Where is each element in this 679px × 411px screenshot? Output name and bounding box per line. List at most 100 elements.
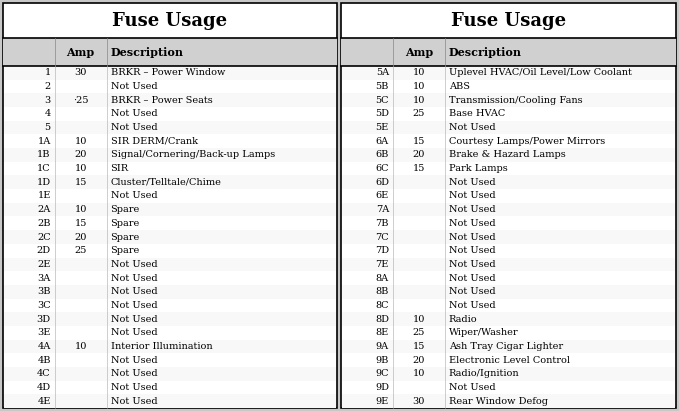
Text: Rear Window Defog: Rear Window Defog (449, 397, 548, 406)
Bar (4, 326, 336, 339)
Bar (342, 93, 675, 107)
Text: ·25: ·25 (73, 96, 88, 105)
Text: 5D: 5D (375, 109, 389, 118)
Text: Not Used: Not Used (111, 287, 157, 296)
Bar (3, 38, 337, 66)
Text: Fuse Usage: Fuse Usage (113, 12, 227, 30)
Bar (4, 175, 336, 189)
Text: Not Used: Not Used (449, 219, 496, 228)
Text: 10: 10 (413, 68, 425, 77)
Text: 10: 10 (75, 137, 87, 146)
Bar (3, 3, 337, 408)
Text: 3: 3 (45, 96, 51, 105)
Text: Base HVAC: Base HVAC (449, 109, 505, 118)
Text: 5B: 5B (375, 82, 389, 91)
Bar (342, 394, 675, 408)
Text: 10: 10 (75, 342, 87, 351)
Text: 10: 10 (413, 82, 425, 91)
Text: 25: 25 (75, 246, 87, 255)
Bar (4, 285, 336, 298)
Text: 6C: 6C (375, 164, 389, 173)
Text: Not Used: Not Used (111, 314, 157, 323)
Bar (342, 107, 675, 121)
Bar (342, 80, 675, 93)
Text: Park Lamps: Park Lamps (449, 164, 508, 173)
Text: Not Used: Not Used (111, 274, 157, 282)
Text: 7A: 7A (375, 205, 389, 214)
Bar (342, 66, 675, 80)
Text: 8A: 8A (375, 274, 389, 282)
Bar (342, 134, 675, 148)
Bar (341, 3, 676, 408)
Bar (342, 189, 675, 203)
Text: Description: Description (449, 46, 522, 58)
Text: 3A: 3A (37, 274, 51, 282)
Bar (342, 271, 675, 285)
Text: 3C: 3C (37, 301, 51, 310)
Bar (4, 258, 336, 271)
Text: 9D: 9D (375, 383, 389, 392)
Text: 1C: 1C (37, 164, 51, 173)
Text: 3B: 3B (37, 287, 51, 296)
Bar (342, 312, 675, 326)
Bar (342, 258, 675, 271)
Text: SIR DERM/Crank: SIR DERM/Crank (111, 137, 198, 146)
Bar (342, 203, 675, 217)
Text: 15: 15 (413, 164, 425, 173)
Text: 6B: 6B (375, 150, 389, 159)
Text: 10: 10 (413, 369, 425, 378)
Text: Not Used: Not Used (449, 192, 496, 201)
Text: 8C: 8C (375, 301, 389, 310)
Text: 5E: 5E (375, 123, 389, 132)
Text: 9B: 9B (375, 356, 389, 365)
Text: 9E: 9E (375, 397, 389, 406)
Text: 1D: 1D (37, 178, 51, 187)
Text: Uplevel HVAC/Oil Level/Low Coolant: Uplevel HVAC/Oil Level/Low Coolant (449, 68, 631, 77)
Text: Not Used: Not Used (111, 369, 157, 378)
Text: Electronic Level Control: Electronic Level Control (449, 356, 570, 365)
Text: Not Used: Not Used (111, 192, 157, 201)
Text: Spare: Spare (111, 205, 140, 214)
Text: 4A: 4A (37, 342, 51, 351)
Text: 7C: 7C (375, 233, 389, 242)
Text: 15: 15 (75, 178, 87, 187)
Text: 5: 5 (45, 123, 51, 132)
Text: 1A: 1A (37, 137, 51, 146)
Bar (4, 148, 336, 162)
Text: 2E: 2E (37, 260, 51, 269)
Text: Interior Illumination: Interior Illumination (111, 342, 212, 351)
Text: 15: 15 (75, 219, 87, 228)
Bar (342, 339, 675, 353)
Text: 7E: 7E (375, 260, 389, 269)
Text: 4E: 4E (37, 397, 51, 406)
Text: Brake & Hazard Lamps: Brake & Hazard Lamps (449, 150, 566, 159)
Bar (4, 367, 336, 381)
Text: 2: 2 (45, 82, 51, 91)
Text: 20: 20 (75, 233, 87, 242)
Text: ABS: ABS (449, 82, 470, 91)
Bar (4, 107, 336, 121)
Text: BRKR – Power Window: BRKR – Power Window (111, 68, 225, 77)
Text: 8D: 8D (375, 314, 389, 323)
Text: 2C: 2C (37, 233, 51, 242)
Text: 25: 25 (413, 109, 425, 118)
Text: Not Used: Not Used (449, 383, 496, 392)
Bar (342, 298, 675, 312)
Text: Not Used: Not Used (449, 301, 496, 310)
Text: 1E: 1E (37, 192, 51, 201)
Bar (342, 326, 675, 339)
Text: 8B: 8B (375, 287, 389, 296)
Text: Courtesy Lamps/Power Mirrors: Courtesy Lamps/Power Mirrors (449, 137, 605, 146)
Bar (342, 367, 675, 381)
Bar (342, 217, 675, 230)
Text: Not Used: Not Used (111, 123, 157, 132)
Bar (4, 162, 336, 175)
Text: 15: 15 (413, 342, 425, 351)
Text: 10: 10 (413, 314, 425, 323)
Text: Amp: Amp (67, 46, 95, 58)
Text: Not Used: Not Used (449, 205, 496, 214)
Text: 30: 30 (413, 397, 425, 406)
Text: 20: 20 (75, 150, 87, 159)
Text: 30: 30 (75, 68, 87, 77)
Text: Not Used: Not Used (111, 109, 157, 118)
